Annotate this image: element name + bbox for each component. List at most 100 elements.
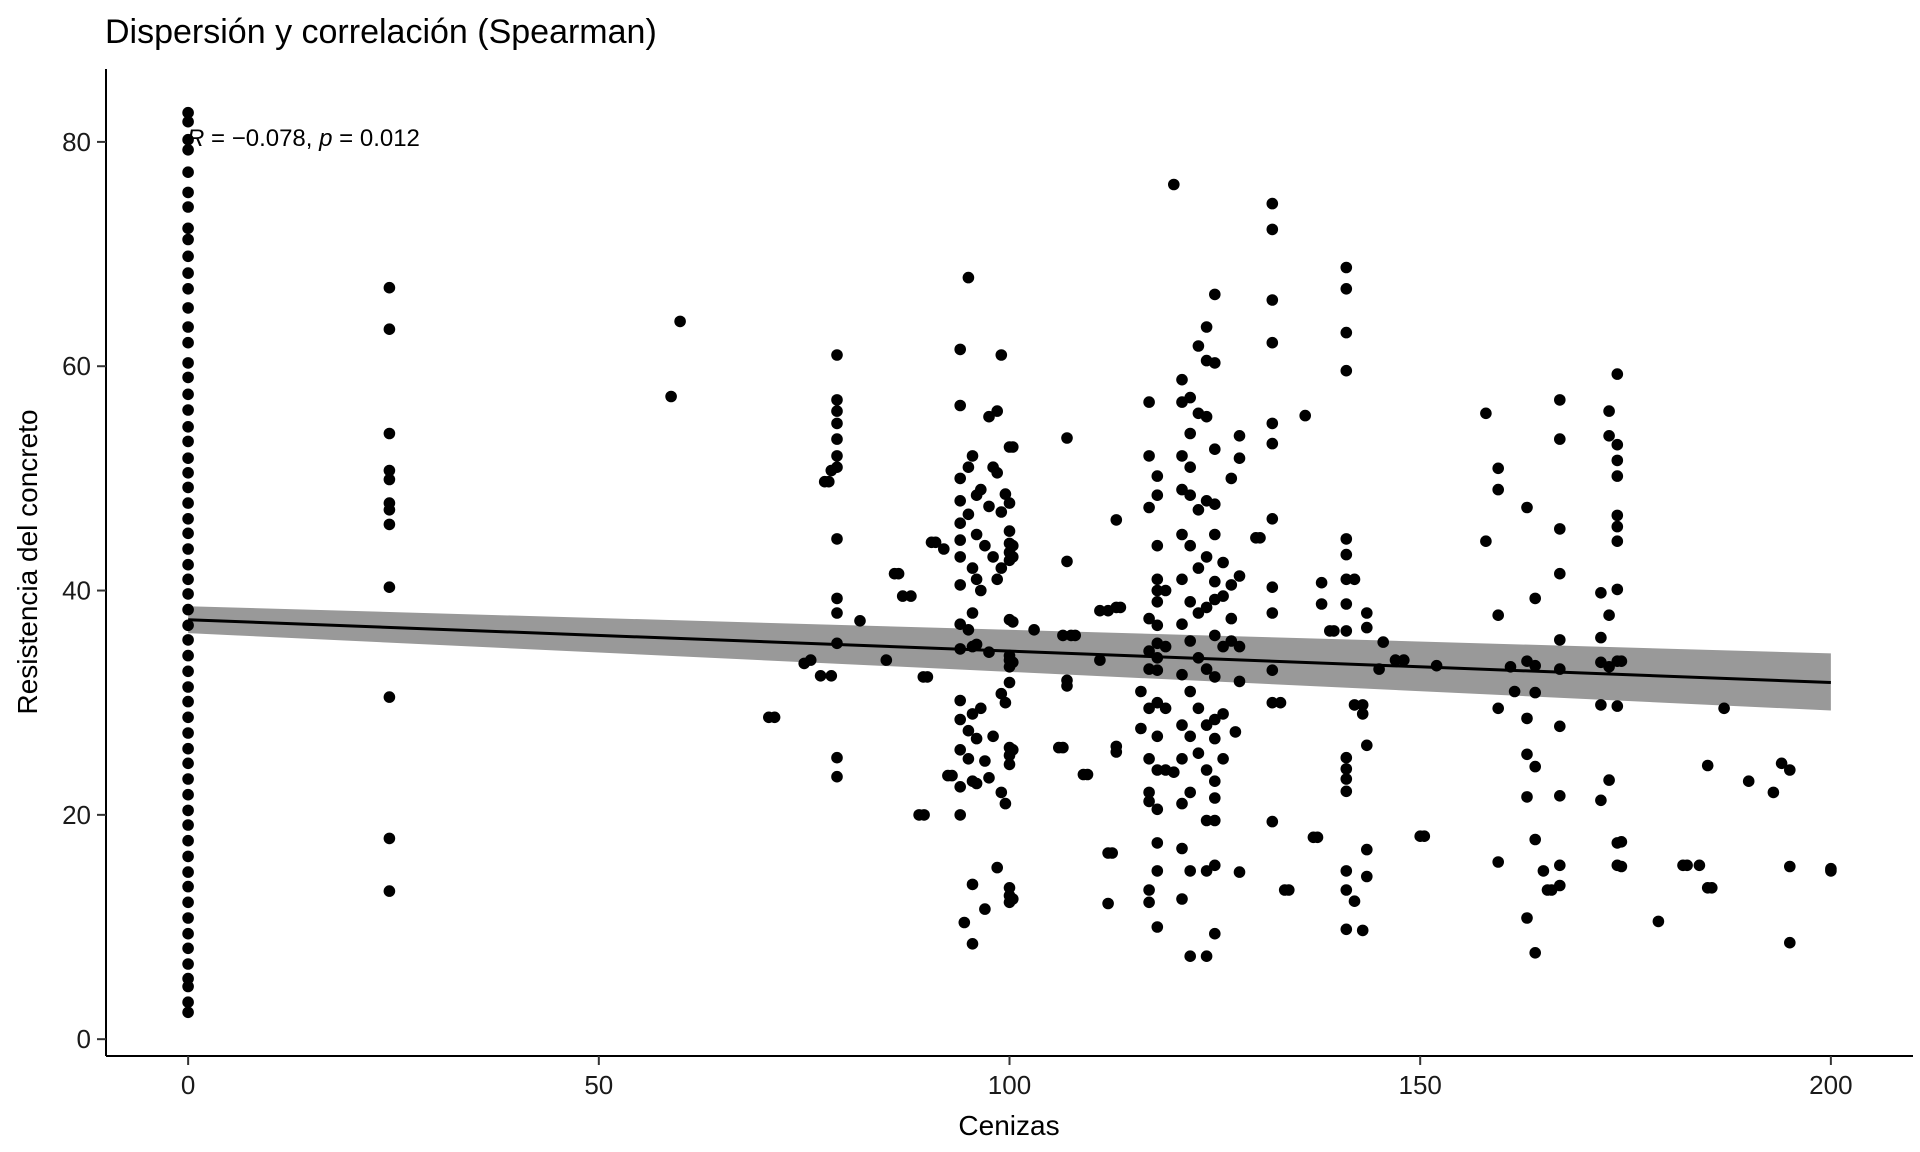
data-point (1225, 472, 1238, 485)
data-point (1184, 596, 1196, 608)
correlation-annotation: R = −0.078, p = 0.012 (187, 125, 420, 152)
plot-area (182, 106, 1837, 1019)
data-point (182, 896, 194, 909)
data-point (1681, 859, 1693, 872)
data-point (954, 495, 966, 507)
correlation-p-equals: = (332, 125, 359, 152)
chart-title: Dispersión y correlación (Spearman) (105, 13, 657, 51)
data-point (995, 506, 1008, 518)
data-point (918, 809, 930, 821)
data-point (831, 349, 843, 361)
data-point (1611, 368, 1624, 380)
data-point (182, 819, 194, 831)
correlation-p-symbol: p (318, 125, 332, 152)
data-point (1521, 791, 1533, 803)
data-point (182, 603, 194, 616)
data-point (1521, 501, 1533, 514)
data-point (182, 481, 194, 494)
data-point (383, 885, 396, 897)
data-point (1233, 452, 1246, 465)
data-point (1209, 498, 1221, 511)
x-tick-label: 50 (584, 1070, 613, 1100)
data-point (1767, 786, 1780, 799)
data-point (1254, 532, 1266, 544)
data-point (954, 472, 966, 485)
data-point (182, 513, 194, 525)
data-point (1192, 607, 1205, 619)
data-point (1356, 924, 1369, 937)
data-point (768, 711, 781, 724)
data-point (896, 590, 909, 602)
data-point (1615, 655, 1628, 667)
data-point (1537, 865, 1550, 877)
data-point (182, 588, 194, 600)
data-point (1200, 814, 1213, 827)
data-point (1176, 618, 1188, 630)
data-point (1784, 936, 1796, 949)
data-point (1135, 722, 1147, 735)
data-point (831, 450, 843, 462)
data-point (182, 404, 194, 416)
data-point (674, 315, 686, 328)
data-point (1603, 661, 1615, 673)
data-point (1209, 859, 1221, 872)
data-point (182, 996, 194, 1008)
data-point (182, 927, 194, 940)
y-axis-title: Resistencia del concreto (12, 409, 43, 714)
data-point (1340, 326, 1353, 339)
data-point (905, 590, 917, 602)
data-point (1143, 753, 1155, 765)
data-point (983, 646, 995, 658)
data-point (1340, 364, 1353, 377)
data-point (1110, 746, 1123, 758)
data-point (1825, 862, 1837, 875)
data-point (954, 534, 966, 546)
x-axis-ticks: 0 50 100 150 200 (181, 1056, 1853, 1100)
data-point (1069, 629, 1081, 642)
data-point (880, 654, 893, 666)
data-point (1061, 555, 1073, 568)
data-point (1225, 579, 1238, 591)
data-point (854, 615, 866, 627)
data-point (1340, 865, 1353, 877)
data-point (1266, 223, 1279, 236)
x-tick-label: 200 (1809, 1070, 1852, 1100)
data-point (1114, 601, 1127, 614)
correlation-separator: , (306, 125, 319, 152)
data-point (979, 903, 991, 915)
data-point (1200, 865, 1213, 877)
data-point (182, 106, 194, 119)
data-point (995, 786, 1008, 799)
data-point (1151, 803, 1164, 816)
data-point (1775, 757, 1788, 770)
y-tick-label: 40 (62, 576, 91, 606)
data-point (1007, 441, 1019, 453)
data-point (823, 475, 835, 488)
data-point (182, 336, 194, 349)
data-point (831, 394, 843, 406)
data-point (1151, 865, 1164, 877)
data-point (975, 483, 987, 496)
data-point (1176, 373, 1188, 386)
data-point (1718, 702, 1730, 715)
data-point (954, 399, 966, 412)
data-point (1266, 294, 1279, 306)
data-point (182, 727, 194, 739)
data-point (991, 405, 1003, 417)
data-point (1028, 624, 1040, 636)
data-point (182, 133, 194, 146)
data-point (1348, 895, 1361, 907)
data-point (1176, 528, 1188, 541)
data-point (1492, 856, 1504, 868)
points-layer (182, 106, 1837, 1019)
data-point (970, 528, 983, 541)
data-point (1184, 730, 1196, 743)
data-point (1192, 747, 1205, 759)
data-point (1492, 462, 1504, 475)
data-point (954, 744, 966, 756)
data-point (1200, 663, 1213, 675)
data-point (1554, 859, 1566, 872)
data-point (991, 861, 1003, 874)
data-point (1102, 897, 1114, 910)
data-point (1209, 775, 1221, 787)
